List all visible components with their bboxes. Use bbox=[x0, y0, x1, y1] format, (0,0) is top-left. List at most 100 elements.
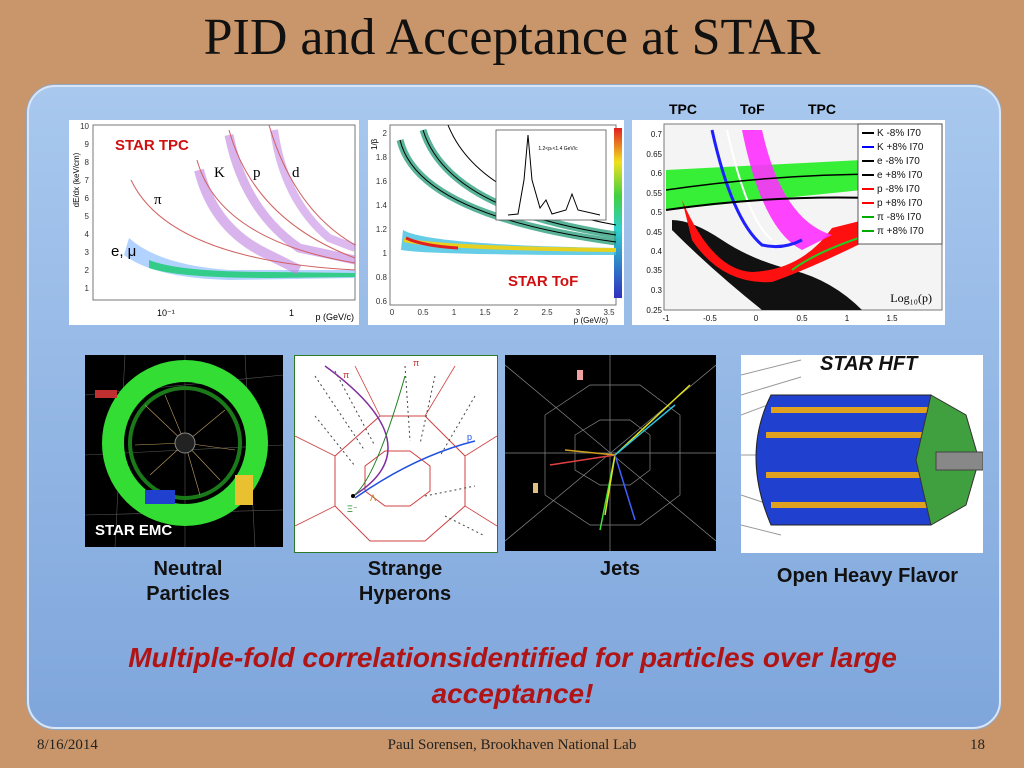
tof-xlabel: p (GeV/c) bbox=[574, 316, 609, 325]
tof-ytick: 1 bbox=[383, 249, 388, 258]
tof-ytick: 1.8 bbox=[376, 153, 388, 162]
tpc-ytick: 3 bbox=[85, 248, 90, 257]
tof-ylabel: 1/β bbox=[370, 138, 379, 150]
combined-xtick: 1.5 bbox=[886, 314, 898, 323]
combined-ytick: 0.25 bbox=[646, 306, 662, 315]
combined-magenta-band bbox=[742, 130, 832, 250]
tof-ytick: 2 bbox=[383, 129, 388, 138]
tof-ytick: 1.2 bbox=[376, 225, 388, 234]
hft-detector-rendering bbox=[741, 355, 983, 553]
tpc-curve-2 bbox=[196, 159, 356, 264]
combined-xtick: 0 bbox=[754, 314, 759, 323]
hyperon-hits bbox=[314, 365, 486, 537]
combined-top-label-tpc-1: TPC bbox=[669, 101, 697, 117]
footer-date: 8/16/2014 bbox=[37, 737, 98, 753]
combined-top-label-tof: ToF bbox=[740, 101, 765, 117]
hyperon-mark-pi-1: π bbox=[343, 370, 349, 380]
combined-legend-entry: e +8% I70 bbox=[877, 170, 923, 181]
tpc-band-kaon bbox=[194, 168, 302, 275]
tpc-dedx-plot: 10 9 8 7 6 5 4 3 2 1 dE/dx (keV/cm) 10⁻¹… bbox=[69, 120, 359, 325]
tpc-particle-k: K bbox=[214, 165, 225, 181]
combined-ytick: 0.45 bbox=[646, 228, 662, 237]
tpc-ylabel: dE/dx (keV/cm) bbox=[72, 152, 81, 207]
jets-tracks bbox=[549, 384, 691, 531]
hyperon-caption: Strange Hyperons bbox=[358, 558, 452, 605]
tpc-curve-4 bbox=[268, 124, 356, 246]
slogan: Multiple-fold correlationsidentified for… bbox=[128, 642, 897, 709]
hyperon-mark-xi: Ξ⁻ bbox=[347, 504, 358, 514]
tpc-band-proton bbox=[224, 134, 356, 265]
emc-label: STAR EMC bbox=[95, 522, 172, 539]
footer-page-number: 18 bbox=[970, 737, 985, 753]
hyperon-track-green bbox=[352, 375, 406, 497]
jets-event-display bbox=[505, 355, 716, 551]
combined-legend-entry: e -8% I70 bbox=[877, 156, 920, 167]
tof-xtick: 3.5 bbox=[603, 308, 615, 317]
tpc-curve-3 bbox=[228, 129, 356, 259]
tpc-xtick: 1 bbox=[289, 308, 294, 318]
combined-legend bbox=[857, 123, 943, 245]
emc-event-display: STAR EMC bbox=[85, 355, 283, 547]
emc-hit bbox=[95, 390, 117, 398]
tpc-curve-1 bbox=[130, 179, 356, 271]
tpc-band-core bbox=[149, 260, 355, 278]
combined-legend-entry: p -8% I70 bbox=[877, 184, 920, 195]
combined-xtick: 0.5 bbox=[796, 314, 808, 323]
combined-ytick: 0.5 bbox=[651, 208, 663, 217]
combined-red-band bbox=[682, 200, 872, 283]
hyperon-detector-outline bbox=[364, 450, 431, 507]
hyperon-track-purple bbox=[324, 365, 389, 497]
slide-title: PID and Acceptance at STAR bbox=[203, 9, 821, 66]
tof-xtick: 0 bbox=[390, 308, 395, 317]
tof-inset bbox=[495, 129, 607, 221]
combined-ytick: 0.4 bbox=[651, 247, 663, 256]
combined-pid-plot: 0.7 0.65 0.6 0.55 0.5 0.45 0.4 0.35 0.3 … bbox=[632, 120, 945, 325]
combined-xtick: -1 bbox=[662, 314, 670, 323]
emc-hit bbox=[145, 490, 175, 504]
combined-ytick: 0.65 bbox=[646, 150, 662, 159]
combined-legend-entry: p +8% I70 bbox=[877, 198, 923, 209]
combined-ytick: 0.3 bbox=[651, 286, 663, 295]
tof-plot: 2 1.8 1.6 1.4 1.2 1 0.8 0.6 0 0.5 1 1.5 … bbox=[368, 120, 624, 325]
hft-caption: Open Heavy Flavor bbox=[776, 565, 959, 587]
combined-ytick: 0.55 bbox=[646, 189, 662, 198]
hyperon-track-blue bbox=[354, 440, 476, 499]
combined-legend-entry: π +8% I70 bbox=[877, 226, 924, 237]
tpc-particle-e-mu: e, μ bbox=[111, 243, 136, 260]
tpc-particle-d: d bbox=[292, 165, 300, 181]
tof-inset-histogram bbox=[507, 134, 601, 216]
tpc-band-deuteron bbox=[270, 129, 357, 252]
combined-white-curve bbox=[726, 129, 773, 241]
hft-label: STAR HFT bbox=[820, 353, 918, 375]
tof-band-red bbox=[405, 236, 459, 250]
jets-tower bbox=[577, 370, 583, 380]
emc-caption: Neutral Particles bbox=[146, 558, 230, 605]
combined-ytick: 0.6 bbox=[651, 169, 663, 178]
hyperon-mark-p: p bbox=[467, 432, 472, 442]
tpc-ytick: 1 bbox=[85, 284, 90, 293]
tof-xtick: 1 bbox=[452, 308, 457, 317]
hft-beampipe bbox=[935, 451, 983, 471]
tpc-particle-p: p bbox=[253, 165, 261, 181]
hyperon-mark-lambda: Λ bbox=[370, 493, 376, 503]
tof-ytick: 0.6 bbox=[376, 297, 388, 306]
emc-ring bbox=[102, 360, 268, 526]
tpc-particle-pi: π bbox=[154, 192, 162, 208]
combined-xtick: 1 bbox=[845, 314, 850, 323]
combined-xlabel: Log₁₀(p) bbox=[890, 291, 932, 305]
tpc-ytick: 2 bbox=[85, 266, 90, 275]
combined-top-label-tpc-2: TPC bbox=[808, 101, 836, 117]
tpc-xlabel: p (GeV/c) bbox=[315, 312, 354, 322]
combined-legend-entry: K +8% I70 bbox=[877, 142, 924, 153]
tof-ytick: 0.8 bbox=[376, 273, 388, 282]
tof-xtick: 2.5 bbox=[541, 308, 553, 317]
tof-xtick: 2 bbox=[514, 308, 519, 317]
combined-legend-entry: K -8% I70 bbox=[877, 128, 921, 139]
tpc-ytick: 10 bbox=[80, 122, 89, 131]
tpc-ytick: 4 bbox=[85, 230, 90, 239]
jets-caption: Jets bbox=[599, 558, 641, 580]
tof-label: STAR ToF bbox=[508, 273, 578, 290]
tof-ytick: 1.4 bbox=[376, 201, 388, 210]
hyperon-sectors bbox=[295, 365, 497, 527]
combined-blue-curve bbox=[710, 129, 803, 249]
